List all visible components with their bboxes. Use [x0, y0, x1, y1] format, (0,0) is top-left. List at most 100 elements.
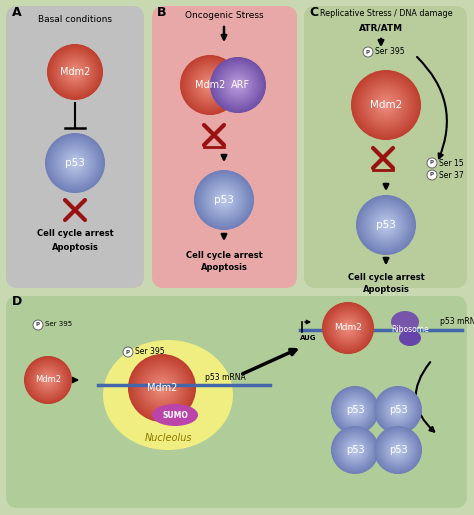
Circle shape	[345, 440, 365, 460]
Circle shape	[382, 100, 391, 110]
Circle shape	[72, 69, 78, 75]
Circle shape	[152, 378, 172, 398]
Circle shape	[206, 182, 242, 218]
Circle shape	[58, 146, 91, 180]
Circle shape	[144, 370, 180, 406]
Circle shape	[346, 441, 364, 458]
Circle shape	[64, 152, 86, 174]
Circle shape	[220, 67, 256, 102]
Circle shape	[334, 314, 362, 342]
Circle shape	[39, 371, 57, 389]
Circle shape	[150, 376, 174, 400]
Text: D: D	[12, 295, 22, 308]
Circle shape	[51, 139, 99, 187]
Circle shape	[397, 409, 399, 411]
Circle shape	[223, 70, 253, 100]
Circle shape	[195, 171, 253, 229]
Circle shape	[199, 175, 249, 225]
Circle shape	[74, 162, 76, 164]
Circle shape	[380, 218, 392, 232]
Circle shape	[220, 197, 228, 203]
Circle shape	[396, 448, 400, 452]
Circle shape	[395, 447, 401, 453]
Circle shape	[370, 209, 402, 242]
Circle shape	[345, 325, 351, 331]
Circle shape	[340, 395, 370, 425]
Text: Replicative Stress / DNA damage: Replicative Stress / DNA damage	[319, 9, 452, 18]
Circle shape	[148, 374, 175, 402]
Text: Mdm2: Mdm2	[370, 100, 402, 110]
Circle shape	[385, 105, 387, 106]
Circle shape	[391, 443, 405, 457]
Circle shape	[392, 444, 403, 456]
Circle shape	[336, 431, 374, 469]
Circle shape	[331, 312, 365, 345]
Circle shape	[340, 320, 356, 336]
Circle shape	[154, 380, 170, 396]
Circle shape	[200, 75, 220, 95]
Circle shape	[36, 368, 60, 392]
Circle shape	[191, 66, 229, 104]
Circle shape	[40, 372, 56, 388]
Circle shape	[54, 142, 97, 184]
Circle shape	[373, 92, 400, 118]
Circle shape	[383, 221, 390, 229]
Circle shape	[370, 89, 402, 121]
Circle shape	[376, 95, 396, 115]
Circle shape	[335, 430, 375, 470]
Circle shape	[66, 154, 84, 172]
Circle shape	[354, 409, 356, 411]
Circle shape	[159, 385, 165, 391]
Circle shape	[340, 435, 370, 465]
Circle shape	[46, 134, 103, 192]
Circle shape	[376, 388, 419, 432]
Circle shape	[383, 435, 413, 465]
Circle shape	[368, 208, 403, 243]
Circle shape	[26, 358, 70, 402]
Circle shape	[226, 73, 251, 98]
Circle shape	[332, 312, 364, 344]
Circle shape	[237, 83, 239, 87]
Circle shape	[66, 154, 83, 171]
Circle shape	[202, 77, 218, 93]
Circle shape	[48, 45, 102, 99]
Circle shape	[382, 101, 390, 109]
Circle shape	[383, 396, 412, 424]
Circle shape	[382, 393, 414, 426]
Text: Mdm2: Mdm2	[35, 375, 61, 385]
Circle shape	[27, 359, 68, 400]
Circle shape	[35, 367, 61, 393]
Text: Mdm2: Mdm2	[334, 323, 362, 333]
Circle shape	[189, 64, 231, 106]
Circle shape	[356, 75, 416, 135]
Circle shape	[343, 438, 367, 462]
Circle shape	[24, 356, 72, 404]
Circle shape	[187, 62, 233, 108]
Circle shape	[194, 70, 226, 100]
Circle shape	[337, 432, 373, 468]
Circle shape	[234, 81, 242, 89]
Circle shape	[333, 427, 377, 472]
Circle shape	[338, 393, 372, 427]
Circle shape	[66, 63, 84, 81]
Text: P: P	[126, 350, 130, 354]
Circle shape	[62, 150, 88, 176]
Circle shape	[227, 74, 249, 96]
Circle shape	[142, 368, 182, 408]
Circle shape	[37, 369, 59, 391]
Circle shape	[373, 212, 399, 238]
Circle shape	[339, 394, 371, 425]
Circle shape	[157, 383, 167, 393]
Circle shape	[205, 80, 215, 90]
Circle shape	[378, 390, 419, 431]
Circle shape	[39, 371, 57, 389]
Circle shape	[234, 81, 242, 89]
Circle shape	[379, 431, 417, 469]
Circle shape	[341, 397, 369, 424]
Circle shape	[55, 52, 95, 92]
Circle shape	[375, 427, 421, 473]
Circle shape	[219, 65, 257, 105]
Circle shape	[209, 185, 239, 215]
Circle shape	[378, 430, 419, 470]
Text: p53: p53	[214, 195, 234, 205]
